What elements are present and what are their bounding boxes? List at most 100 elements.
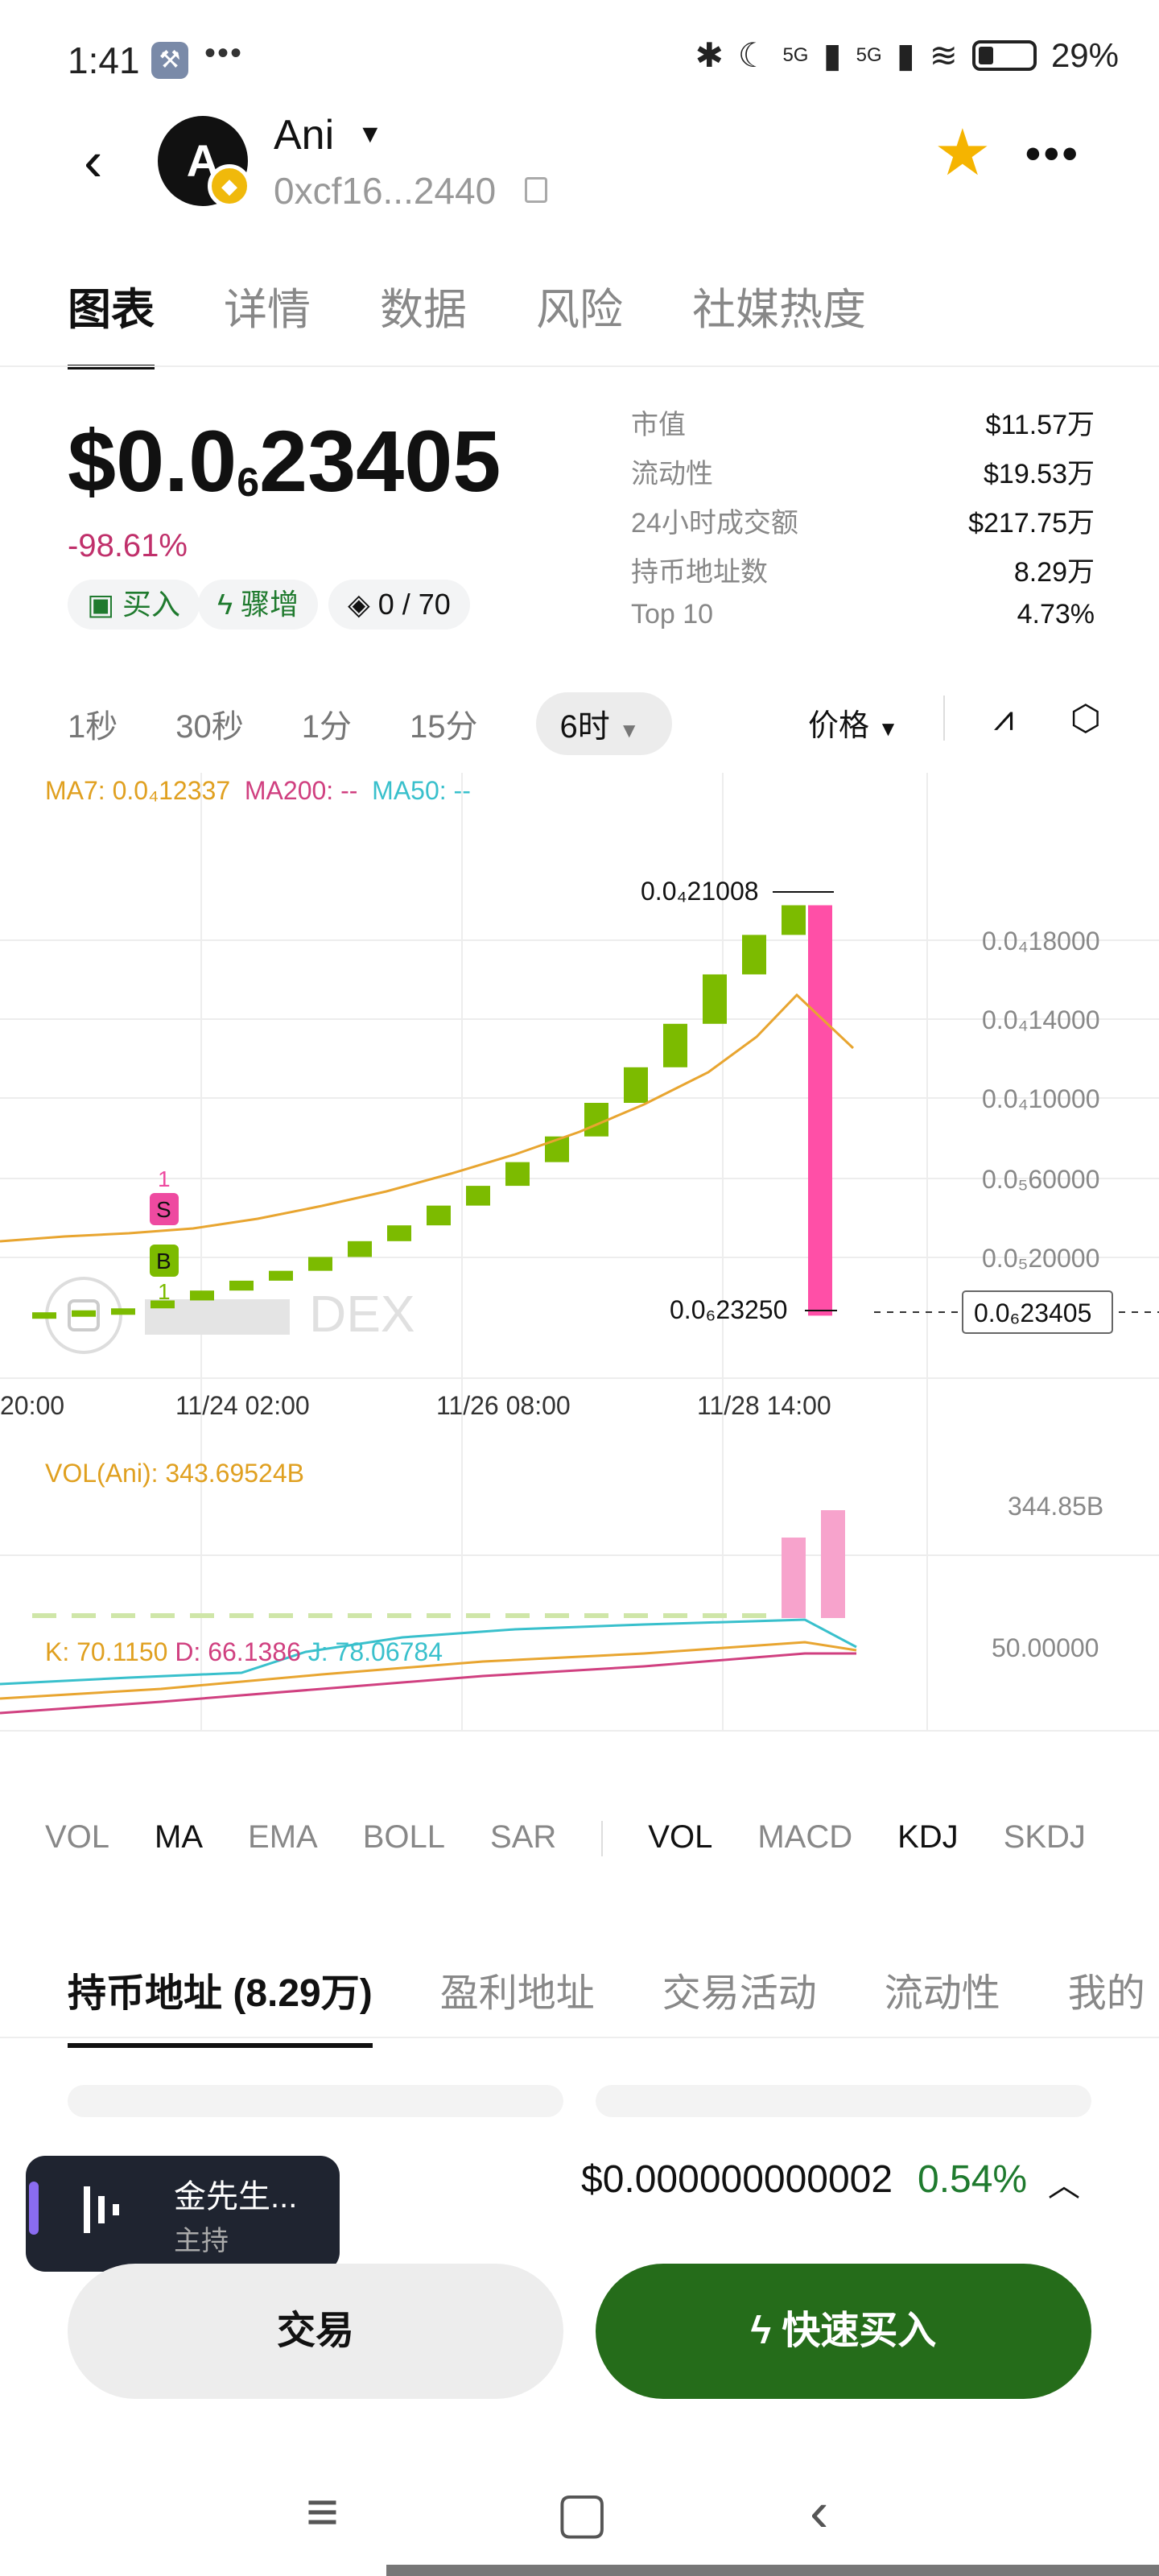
quick-buy-button[interactable]: ϟ 快速买入 (596, 2264, 1091, 2399)
separator (601, 1821, 604, 1856)
volume-bar (584, 1613, 608, 1618)
indicator-skdj[interactable]: SKDJ (1003, 1819, 1086, 1855)
trade-button[interactable]: 交易 (68, 2264, 563, 2399)
signal-icon-1: ▮ (823, 36, 842, 74)
candle (32, 1312, 56, 1319)
tab-mine[interactable]: 我的 (1067, 1972, 1145, 2015)
x-tick: 20:00 (0, 1391, 65, 1420)
status-time: 1:41 (68, 39, 140, 81)
tab-profit-addresses[interactable]: 盈利地址 (439, 1972, 595, 2015)
volume-bar (32, 1613, 56, 1618)
stat-row: Top 10 4.73% (631, 599, 1095, 630)
indicator-icon[interactable]: ⩘ (993, 699, 1014, 738)
price-selector[interactable]: 价格 ▼ (808, 709, 899, 743)
more-menu-icon[interactable]: ••• (1025, 130, 1081, 178)
tab-social[interactable]: 社媒热度 (692, 286, 866, 334)
x-tick: 11/26 08:00 (436, 1391, 571, 1420)
chevron-up-icon[interactable]: ︿ (1048, 2168, 1080, 2203)
indicator-boll[interactable]: BOLL (362, 1819, 446, 1855)
placeholder-card (68, 2085, 563, 2117)
surge-chip[interactable]: ϟ 骤增 (198, 580, 319, 630)
candle (111, 1308, 135, 1315)
tab-activity[interactable]: 交易活动 (662, 1972, 817, 2015)
interval-30s[interactable]: 30秒 (175, 709, 244, 745)
audio-wave-icon (84, 2186, 119, 2233)
interval-1s[interactable]: 1秒 (68, 709, 118, 745)
candle (505, 1162, 530, 1187)
stat-row: 24小时成交额 $217.75万 (631, 508, 1095, 539)
candle (308, 1257, 332, 1271)
caret-down-icon[interactable]: ▼ (357, 119, 383, 148)
home-icon[interactable]: ▢ (555, 2481, 609, 2544)
watermark: DEX (45, 1277, 415, 1354)
settings-hex-icon[interactable]: ⬡ (1070, 699, 1102, 738)
buy-chip[interactable]: ▣ 买入 (68, 580, 200, 630)
placeholder-card (596, 2085, 1091, 2117)
volume-bar (348, 1613, 372, 1618)
indicator-macd[interactable]: MACD (757, 1819, 853, 1855)
indicator-kdj[interactable]: KDJ (897, 1819, 959, 1855)
high-label: 0.0₄21008 (641, 877, 759, 906)
volume-bar (190, 1613, 214, 1618)
menu-icon[interactable]: ≡ (306, 2480, 339, 2543)
volume-bar (72, 1613, 96, 1618)
live-audio-widget[interactable] (26, 2156, 340, 2272)
volume-bar (308, 1613, 332, 1618)
more-notifications-icon: ••• (204, 35, 244, 71)
interval-15m[interactable]: 15分 (410, 709, 478, 745)
network-5g-2: 5G (856, 43, 882, 66)
y-tick: 0.0₅20000 (982, 1244, 1099, 1273)
volume-bar (821, 1510, 845, 1618)
indicator-sar[interactable]: SAR (490, 1819, 557, 1855)
volume-bar (229, 1613, 254, 1618)
stats-panel: 市值 $11.57万 流动性 $19.53万 24小时成交额 $217.75万 持币地… (631, 402, 1095, 648)
candle (427, 1205, 451, 1226)
candle (782, 905, 806, 935)
tab-data[interactable]: 数据 (380, 286, 467, 334)
indicator-sub-vol[interactable]: VOL (648, 1819, 713, 1855)
wallet-icon: ▣ (87, 588, 115, 621)
current-price-label: 0.0₆23405 (974, 1298, 1091, 1327)
copy-icon[interactable] (525, 177, 547, 203)
moon-icon: ☾ (737, 36, 769, 74)
wifi-icon: ≋ (929, 36, 958, 74)
tab-liquidity[interactable]: 流动性 (884, 1972, 1000, 2015)
indicator-vol[interactable]: VOL (45, 1819, 110, 1855)
bluetooth-icon: ✱ (695, 36, 724, 74)
status-right: ✱ ☾ 5G ▮ 5G ▮ ≋ 29% (695, 35, 1119, 75)
volume-bar (466, 1613, 490, 1618)
token-name[interactable]: Ani (274, 112, 335, 159)
volume-bar (505, 1613, 530, 1618)
back-nav-icon[interactable]: ‹ (810, 2480, 829, 2543)
candle (190, 1290, 214, 1301)
grid (0, 773, 1159, 1732)
tab-risk[interactable]: 风险 (536, 286, 623, 334)
indicator-ma[interactable]: MA (155, 1819, 204, 1855)
volume-bar (782, 1538, 806, 1618)
tab-details[interactable]: 详情 (224, 286, 311, 334)
wrench-icon: ⚒ (151, 42, 188, 79)
buy-marker[interactable]: B (156, 1249, 171, 1274)
interval-1m[interactable]: 1分 (301, 709, 352, 745)
candle (663, 1023, 687, 1067)
volume-bars (32, 1510, 845, 1618)
candle (348, 1241, 372, 1257)
tab-chart[interactable]: 图表 (68, 274, 155, 369)
star-icon[interactable]: ★ (934, 117, 992, 188)
candle (269, 1270, 293, 1281)
network-5g-1: 5G (782, 43, 809, 66)
price-chart[interactable]: DEX 0.0₄18000 0.0₄14000 0.0₄10000 0.0₅60… (0, 773, 1159, 1803)
watermark-text: DEX (309, 1285, 415, 1343)
y-tick: 0.0₄10000 (982, 1084, 1100, 1113)
candle (703, 974, 727, 1024)
sell-marker[interactable]: S (156, 1197, 171, 1222)
count-chip[interactable]: ◈ 0 / 70 (328, 580, 470, 630)
back-icon[interactable]: ‹ (84, 130, 103, 192)
token-avatar: A (158, 116, 248, 206)
low-label: 0.0₆23250 (670, 1295, 787, 1324)
indicator-ema[interactable]: EMA (248, 1819, 318, 1855)
candle (387, 1225, 411, 1241)
bolt-icon: ϟ (217, 588, 233, 621)
interval-6h[interactable]: 6时 ▼ (535, 692, 672, 755)
tab-holders[interactable]: 持币地址 (8.29万) (68, 1961, 373, 2048)
